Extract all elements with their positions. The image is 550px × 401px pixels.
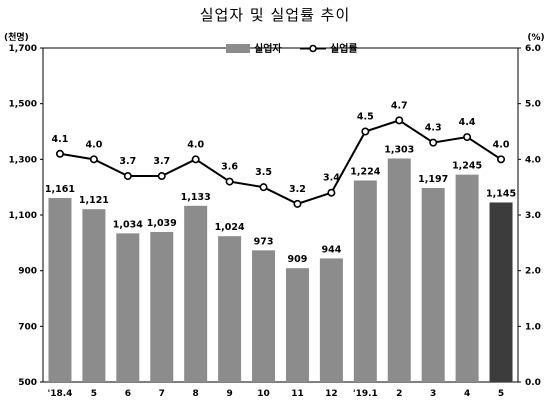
bar [421,188,445,382]
rate-point [123,172,132,181]
bar-value-label: 1,034 [113,219,143,230]
rate-value-label: 3.7 [119,156,136,167]
x-axis-tick-label: 6 [125,389,131,399]
right-axis-tick-label: 6.0 [525,44,541,54]
bar [353,180,377,382]
bar-value-label: 1,224 [350,166,380,177]
x-axis-tick-label: 11 [291,389,304,399]
legend-label-line: 실업률 [330,42,358,55]
right-axis-tick-label: 1.0 [525,322,541,332]
plot-frame [42,47,519,383]
bar-value-label: 944 [321,244,341,255]
x-axis-tick-label: 12 [325,389,338,399]
rate-value-label: 4.0 [187,139,204,150]
x-axis-tick-label: 7 [159,389,165,399]
bar [387,158,411,382]
rate-point [429,138,438,147]
right-axis-unit: (%) [527,33,544,43]
rate-line [59,119,502,205]
x-axis-tick-label: 8 [193,389,199,399]
bar-value-label: 1,303 [384,144,414,155]
right-axis-tick-label: 4.0 [525,155,541,165]
rate-point [89,155,98,164]
left-axis-unit: (천명) [4,31,29,43]
bar-value-label: 1,133 [181,192,211,203]
bar [116,233,140,382]
bar [285,268,309,382]
bar-value-label: 1,161 [45,184,75,195]
x-axis-tick-label: 9 [226,389,232,399]
rate-point [395,116,404,125]
right-axis-tick-label: 3.0 [525,211,541,221]
bar-value-label: 1,024 [215,222,245,233]
chart-title: 실업자 및 실업률 추이 [199,6,351,24]
x-axis-tick-label: 3 [430,389,436,399]
x-axis-tick-label: 5 [91,389,97,399]
rate-point [259,183,268,192]
rate-value-label: 4.1 [52,134,69,145]
bar [218,236,242,382]
rate-point [55,149,64,158]
rate-value-label: 4.5 [357,112,374,123]
bar-value-label: 1,197 [418,174,448,185]
rate-value-label: 4.7 [391,100,408,111]
bar [150,231,174,382]
x-axis-tick-label: '18.4 [47,389,72,399]
x-axis-tick-label: 4 [464,389,470,399]
left-axis-tick-label: 1,500 [9,100,37,110]
left-axis-tick-label: 1,100 [9,211,37,221]
right-axis-tick-label: 2.0 [525,267,541,277]
legend-swatch-bar [226,44,250,53]
bar [455,174,479,382]
bar-value-label: 1,121 [79,195,109,206]
left-axis-tick-label: 900 [18,267,37,277]
legend-label-bar: 실업자 [254,42,282,55]
rate-point [225,177,234,186]
bar-value-label: 1,245 [452,161,482,172]
x-axis-tick-label: 5 [498,389,504,399]
bar [82,209,106,382]
left-axis-tick-label: 1,300 [9,155,37,165]
bar-value-label: 973 [254,236,274,247]
left-axis-tick-label: 700 [18,322,37,332]
rate-point [361,127,370,136]
rate-point [191,155,200,164]
rate-value-label: 4.0 [85,139,102,150]
rate-value-label: 4.4 [459,117,476,128]
bar [184,205,208,382]
bar-value-label: 1,039 [147,218,177,229]
bar [48,198,72,382]
legend-swatch-marker [309,44,317,53]
left-axis-tick-label: 1,700 [9,44,37,54]
rate-value-label: 3.2 [289,184,306,195]
rate-point [157,172,166,181]
rate-value-label: 4.0 [493,139,510,150]
rate-value-label: 3.7 [153,156,170,167]
rate-point [463,133,472,142]
bar-value-label: 1,145 [486,188,516,199]
x-axis-tick-label: '19.1 [353,389,378,399]
bar [319,258,343,382]
bar [252,250,276,382]
x-axis-tick-label: 2 [396,389,402,399]
right-axis-tick-label: 0.0 [525,378,541,388]
rate-value-label: 3.5 [255,167,272,178]
rate-value-label: 3.4 [323,173,340,184]
x-axis-tick-label: 10 [257,389,270,399]
rate-point [293,199,302,208]
left-axis-tick-label: 500 [18,378,37,388]
right-axis-tick-label: 5.0 [525,100,541,110]
rate-point [327,188,336,197]
rate-value-label: 4.3 [425,123,442,134]
rate-point [497,155,506,164]
bar-value-label: 909 [288,254,308,265]
bar [489,202,513,382]
rate-value-label: 3.6 [221,162,238,173]
